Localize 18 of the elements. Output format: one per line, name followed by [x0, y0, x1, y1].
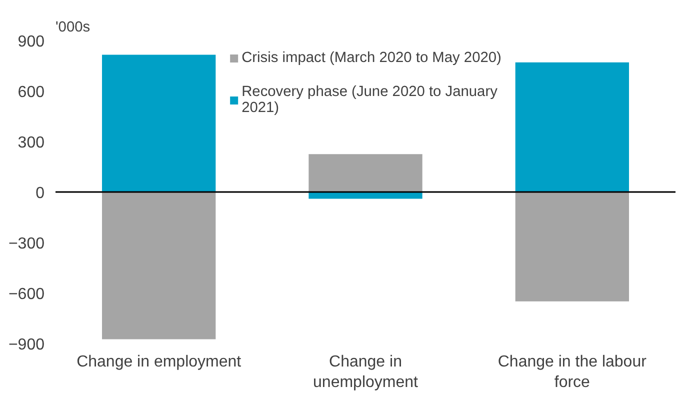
bar [102, 54, 216, 192]
bar [308, 154, 422, 192]
x-tick-label: Change in employment [76, 354, 242, 370]
x-tick-label: Change in the labour force [498, 354, 648, 391]
y-tick-label: −900 [8, 336, 45, 354]
y-axis-title: '000s [56, 20, 90, 36]
bar [515, 62, 629, 192]
y-tick-label: 300 [18, 134, 45, 152]
y-tick-label: −600 [8, 286, 45, 303]
y-tick-label: −300 [8, 236, 45, 252]
y-tick-label: 0 [36, 185, 45, 202]
legend-label: Recovery phase (June 2020 to January 2021) [242, 84, 498, 116]
bar [102, 192, 216, 340]
bar [515, 192, 629, 302]
y-tick-label: 600 [18, 84, 45, 101]
y-tick-label: 900 [18, 34, 45, 50]
legend-label: Crisis impact (March 2020 to May 2020) [242, 50, 502, 66]
x-tick-label: Change in unemployment [313, 354, 419, 391]
